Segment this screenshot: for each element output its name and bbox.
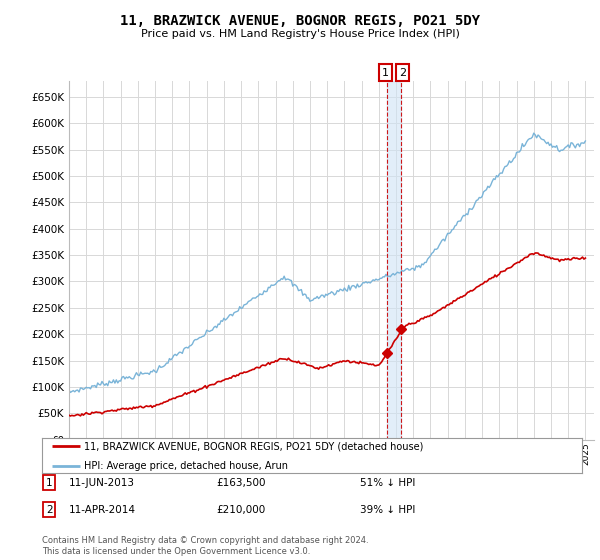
- Text: 51% ↓ HPI: 51% ↓ HPI: [360, 478, 415, 488]
- Text: 11, BRAZWICK AVENUE, BOGNOR REGIS, PO21 5DY: 11, BRAZWICK AVENUE, BOGNOR REGIS, PO21 …: [120, 14, 480, 28]
- Text: £210,000: £210,000: [216, 505, 265, 515]
- Text: 2: 2: [399, 68, 406, 78]
- Text: 1: 1: [382, 68, 389, 78]
- Text: Price paid vs. HM Land Registry's House Price Index (HPI): Price paid vs. HM Land Registry's House …: [140, 29, 460, 39]
- Text: 39% ↓ HPI: 39% ↓ HPI: [360, 505, 415, 515]
- Text: 11-APR-2014: 11-APR-2014: [69, 505, 136, 515]
- Text: 11-JUN-2013: 11-JUN-2013: [69, 478, 135, 488]
- Text: £163,500: £163,500: [216, 478, 265, 488]
- Text: 11, BRAZWICK AVENUE, BOGNOR REGIS, PO21 5DY (detached house): 11, BRAZWICK AVENUE, BOGNOR REGIS, PO21 …: [84, 441, 424, 451]
- Text: 2: 2: [46, 505, 53, 515]
- Text: Contains HM Land Registry data © Crown copyright and database right 2024.
This d: Contains HM Land Registry data © Crown c…: [42, 536, 368, 556]
- Bar: [387, 81, 401, 440]
- Text: 1: 1: [46, 478, 53, 488]
- Text: HPI: Average price, detached house, Arun: HPI: Average price, detached house, Arun: [84, 460, 288, 470]
